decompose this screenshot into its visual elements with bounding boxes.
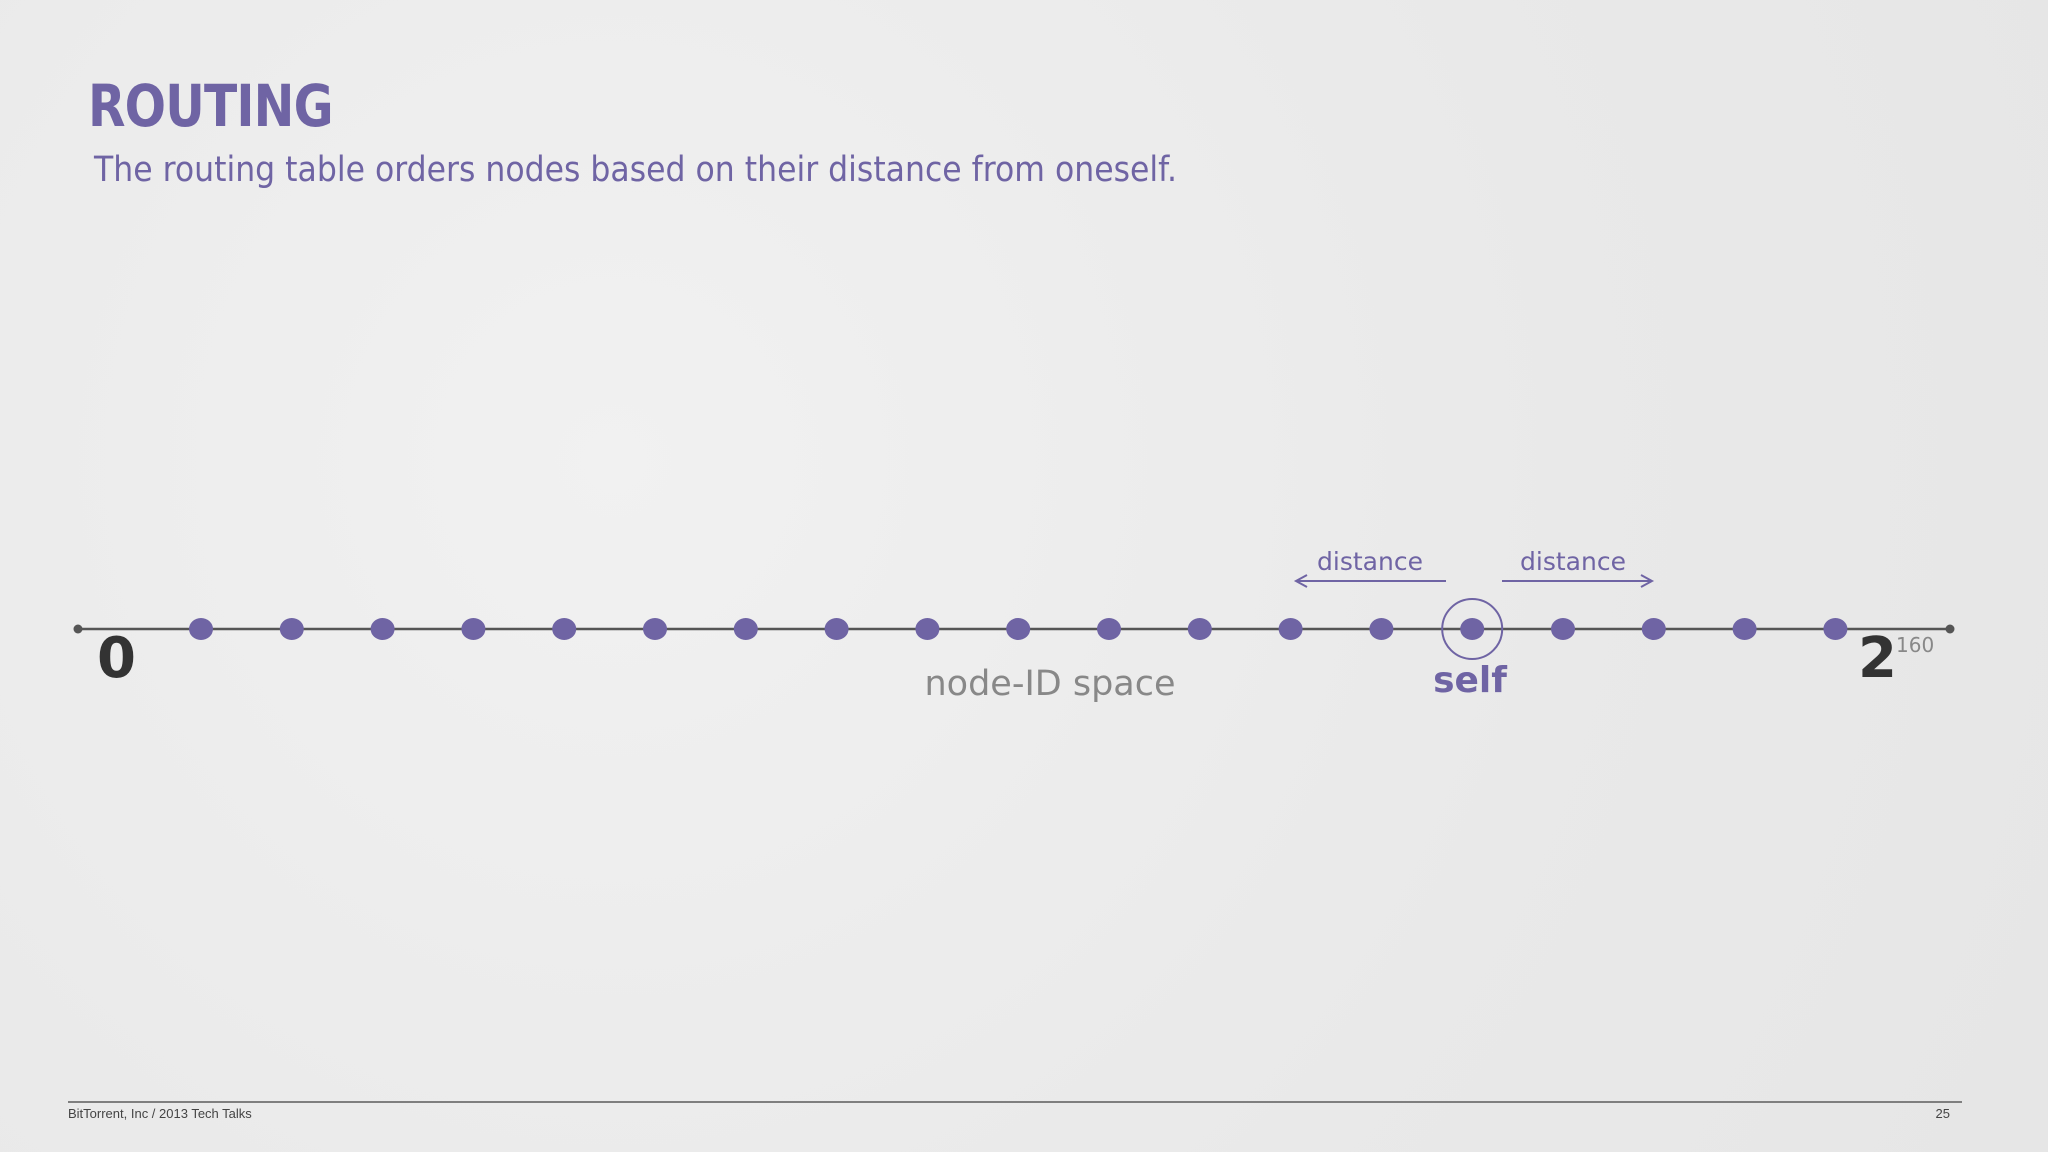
node-dot [824, 618, 849, 640]
self-ring [1441, 598, 1504, 660]
node-dots [189, 618, 1848, 640]
distance-left-arrow [1293, 574, 1446, 588]
axis-end-base: 2 [1858, 626, 1897, 691]
node-dot [1097, 618, 1121, 640]
node-dot [1278, 618, 1303, 640]
node-dot [1823, 618, 1848, 640]
distance-left-label: distance [1317, 547, 1423, 576]
node-dot [1369, 618, 1394, 640]
axis-end-point [1945, 624, 1955, 634]
node-dot [643, 618, 667, 640]
distance-right-arrow [1502, 574, 1655, 588]
node-dot [461, 618, 486, 640]
node-dot [1551, 618, 1575, 640]
axis-label: node-ID space [924, 664, 1175, 704]
self-label: self [1433, 660, 1507, 701]
node-dot [279, 618, 304, 640]
node-dot [1732, 618, 1757, 640]
node-dot [1641, 618, 1666, 640]
page-number: 25 [1935, 1106, 1950, 1121]
axis-start-label: 0 [97, 626, 136, 691]
node-dot [1006, 618, 1031, 640]
node-dot [189, 618, 213, 640]
axis-end-exponent: 160 [1896, 633, 1934, 657]
footer-divider [68, 1101, 1962, 1103]
node-dot [733, 618, 758, 640]
node-dot [552, 618, 577, 640]
footer-text: BitTorrent, Inc / 2013 Tech Talks [68, 1106, 252, 1121]
slide-title: ROUTING [88, 72, 334, 140]
slide-subtitle: The routing table orders nodes based on … [94, 150, 1177, 190]
node-dot [915, 618, 940, 640]
axis-start-point [73, 624, 83, 634]
node-dot [1187, 618, 1212, 640]
self-node [1460, 618, 1485, 640]
node-dot [370, 618, 395, 640]
distance-right-label: distance [1520, 547, 1626, 576]
